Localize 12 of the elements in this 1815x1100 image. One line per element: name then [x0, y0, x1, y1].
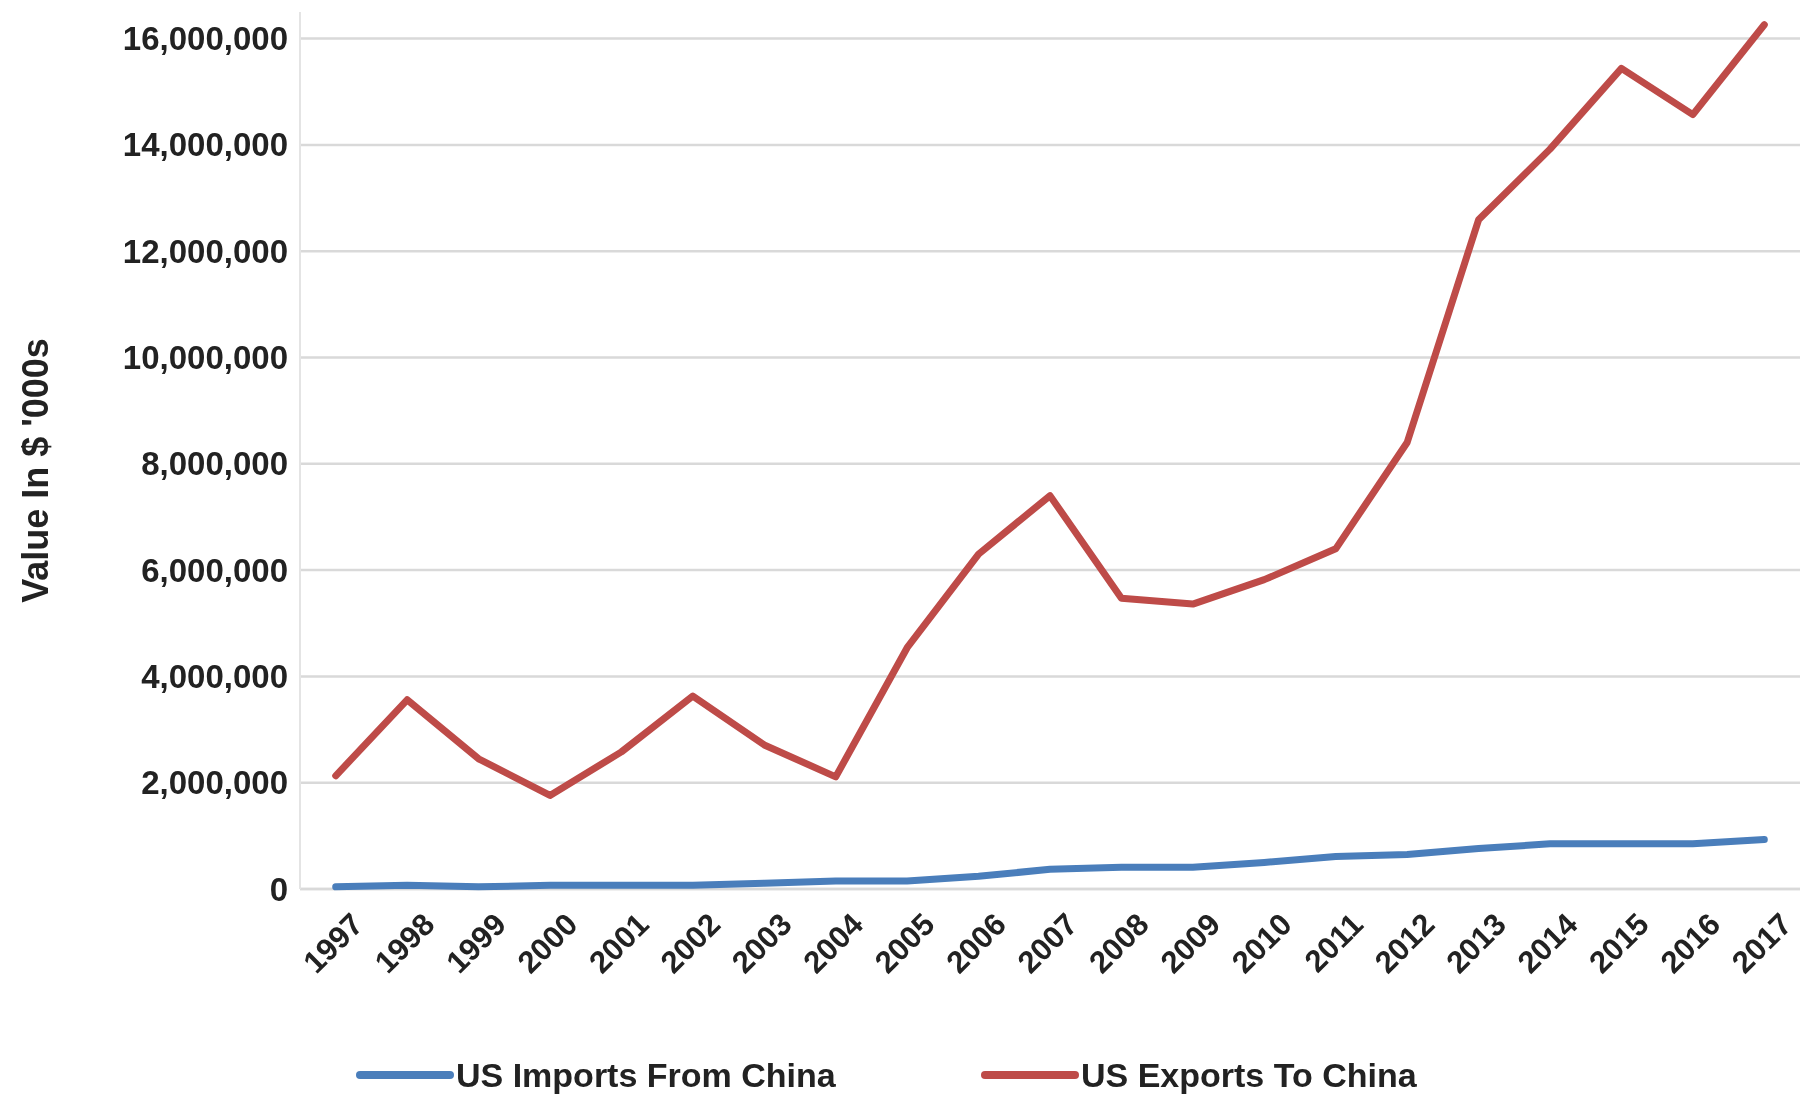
y-tick-label: 16,000,000	[122, 20, 288, 58]
y-axis-title: Value In $ '000s	[15, 338, 56, 603]
y-tick-label: 10,000,000	[122, 339, 288, 377]
y-tick-label: 6,000,000	[141, 551, 288, 589]
y-tick-label: 0	[269, 870, 288, 908]
y-tick-label: 2,000,000	[141, 764, 288, 802]
y-tick-label: 4,000,000	[141, 657, 288, 695]
legend-label: US Imports From China	[456, 1056, 837, 1094]
legend-label: US Exports To China	[1081, 1056, 1418, 1094]
y-tick-label: 8,000,000	[141, 445, 288, 483]
y-tick-label: 14,000,000	[122, 126, 288, 164]
y-tick-label: 12,000,000	[122, 232, 288, 270]
